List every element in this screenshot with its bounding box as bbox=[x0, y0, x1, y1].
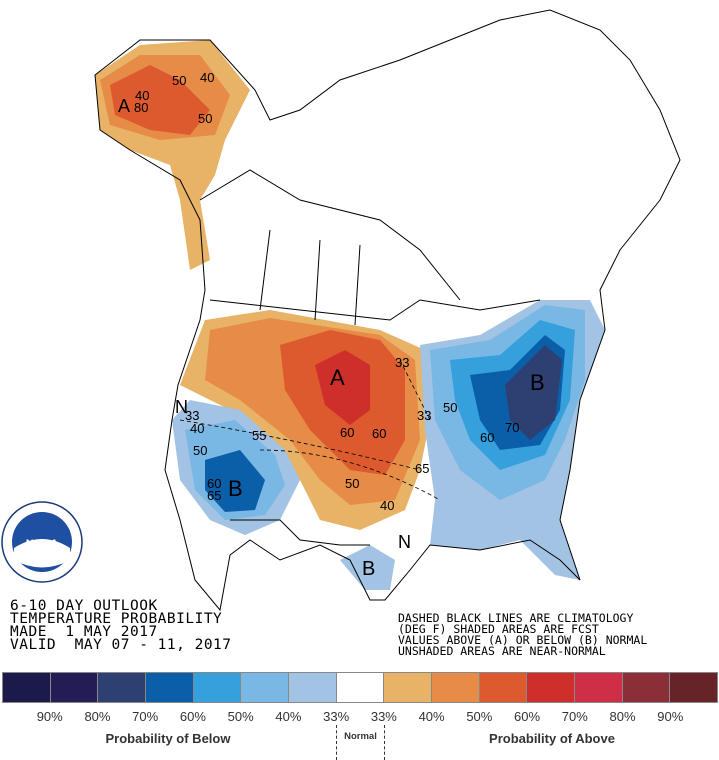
normal-marker: N bbox=[175, 397, 188, 417]
note-line: UNSHADED AREAS ARE NEAR-NORMAL bbox=[398, 644, 606, 658]
legend-swatch bbox=[670, 673, 718, 702]
above-marker: A bbox=[118, 96, 130, 116]
climatology-lines bbox=[179, 359, 441, 501]
contour-label: 40 bbox=[190, 421, 204, 436]
coastlines bbox=[94, 9, 681, 612]
note-line: VALUES ABOVE (A) OR BELOW (B) NORMAL bbox=[398, 633, 648, 647]
west-above-70 bbox=[315, 350, 370, 425]
contour-label: 40 bbox=[380, 498, 394, 513]
legend-swatch bbox=[384, 673, 433, 702]
valid-dates: VALID MAY 07 - 11, 2017 bbox=[10, 637, 232, 653]
contour-label: 55 bbox=[252, 428, 266, 443]
contour-label: 80 bbox=[134, 100, 148, 115]
legend-swatch bbox=[622, 673, 671, 702]
legend-swatch bbox=[241, 673, 290, 702]
noaa-logo: NOAA bbox=[1, 501, 83, 583]
made-date: MADE 1 MAY 2017 bbox=[10, 624, 158, 640]
legend-swatch bbox=[527, 673, 576, 702]
legend-swatch bbox=[98, 673, 147, 702]
legend-label: 33% bbox=[370, 709, 397, 724]
legend-label: 80% bbox=[609, 709, 636, 724]
contour-label: 33 bbox=[185, 408, 199, 423]
title-line: TEMPERATURE PROBABILITY bbox=[10, 611, 223, 627]
legend-label: 60% bbox=[179, 709, 206, 724]
below-caption: Probability of Below bbox=[105, 731, 231, 746]
contour-label: 60 bbox=[480, 430, 494, 445]
legend-label: 70% bbox=[132, 709, 159, 724]
outlook-title: 6-10 DAY OUTLOOK TEMPERATURE PROBABILITY M… bbox=[10, 598, 232, 653]
legend-label: 33% bbox=[323, 709, 350, 724]
below-marker: B bbox=[362, 558, 375, 580]
legend-label: 80% bbox=[84, 709, 111, 724]
contour-label: 50 bbox=[198, 111, 212, 126]
contour-label: 40 bbox=[200, 70, 214, 85]
map-notes: DASHED BLACK LINES ARE CLIMATOLOGY (DEG F… bbox=[398, 611, 648, 658]
east-below-80 bbox=[505, 345, 562, 440]
legend-swatch bbox=[193, 673, 242, 702]
legend-swatch bbox=[289, 673, 337, 702]
note-line: DASHED BLACK LINES ARE CLIMATOLOGY bbox=[398, 611, 634, 625]
legend-swatch bbox=[336, 673, 385, 702]
above-caption: Probability of Above bbox=[489, 731, 615, 746]
contour-label: 33 bbox=[395, 355, 409, 370]
contour-label: 60 bbox=[207, 476, 221, 491]
contour-label: 50 bbox=[345, 476, 359, 491]
noaa-logo-text: NOAA bbox=[26, 538, 58, 550]
legend-swatch bbox=[3, 673, 51, 702]
legend-swatch bbox=[479, 673, 528, 702]
contour-label: 70 bbox=[505, 420, 519, 435]
southwest-below-60 bbox=[205, 450, 265, 512]
outlook-map: A B B B A N N 33 33 33 40 40 40 40 50 50… bbox=[1, 9, 681, 612]
below-marker: B bbox=[228, 476, 243, 501]
contour-label: 33 bbox=[417, 408, 431, 423]
legend-label: 40% bbox=[275, 709, 302, 724]
legend-label: 90% bbox=[657, 709, 684, 724]
probability-legend bbox=[2, 672, 718, 703]
normal-marker: N bbox=[398, 532, 411, 552]
legend-label: 50% bbox=[227, 709, 254, 724]
contour-label: 40 bbox=[135, 88, 149, 103]
above-marker: A bbox=[330, 365, 345, 390]
contour-label: 65 bbox=[207, 488, 221, 503]
legend-swatch bbox=[432, 673, 480, 702]
below-marker: B bbox=[530, 370, 545, 395]
normal-caption: Normal bbox=[336, 725, 385, 760]
note-line: (DEG F) SHADED AREAS ARE FCST bbox=[398, 622, 599, 636]
texas-below-region bbox=[340, 545, 395, 590]
contour-labels: 33 33 33 40 40 40 40 50 50 50 50 50 55 6… bbox=[134, 70, 519, 513]
alaska-above-60 bbox=[110, 65, 210, 135]
legend-swatch bbox=[575, 673, 623, 702]
contour-label: 60 bbox=[372, 426, 386, 441]
legend-label: 60% bbox=[514, 709, 541, 724]
contour-label: 65 bbox=[415, 461, 429, 476]
legend-label: 50% bbox=[466, 709, 493, 724]
contour-label: 50 bbox=[193, 443, 207, 458]
legend-swatch bbox=[146, 673, 194, 702]
title-line: 6-10 DAY OUTLOOK bbox=[10, 598, 158, 614]
legend-label: 40% bbox=[418, 709, 445, 724]
contour-label: 50 bbox=[172, 73, 186, 88]
contour-label: 50 bbox=[443, 400, 457, 415]
legend-label: 70% bbox=[561, 709, 588, 724]
contour-label: 60 bbox=[340, 425, 354, 440]
legend-label: 90% bbox=[36, 709, 63, 724]
legend-swatch bbox=[50, 673, 99, 702]
